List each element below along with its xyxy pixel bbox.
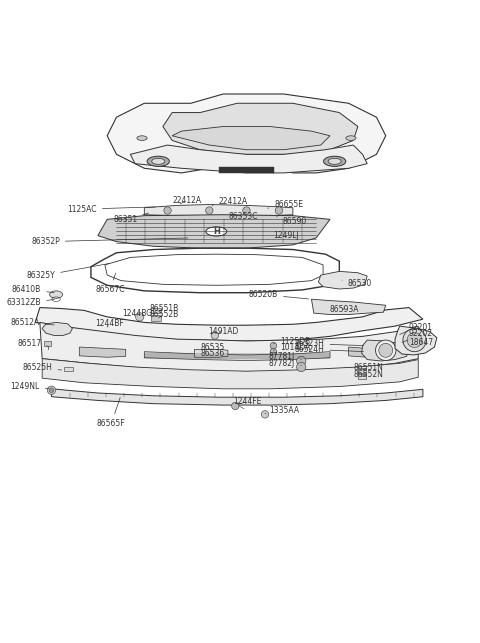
Text: 86524H: 86524H xyxy=(295,345,363,354)
Text: 1335AA: 1335AA xyxy=(265,406,299,415)
Bar xyxy=(151,307,161,313)
Text: 86552N: 86552N xyxy=(353,370,383,379)
Polygon shape xyxy=(172,127,330,150)
Text: 86552B: 86552B xyxy=(150,311,179,320)
Text: 92201: 92201 xyxy=(409,323,433,332)
Text: 86567C: 86567C xyxy=(96,273,125,294)
Text: 18647: 18647 xyxy=(409,338,433,347)
Circle shape xyxy=(261,411,269,418)
Circle shape xyxy=(47,386,56,394)
Circle shape xyxy=(270,342,276,349)
Circle shape xyxy=(205,207,213,214)
Text: 86565F: 86565F xyxy=(97,397,126,428)
Polygon shape xyxy=(348,347,386,358)
Text: 86523H: 86523H xyxy=(295,340,363,349)
Text: 1125AC: 1125AC xyxy=(68,204,156,213)
Text: 22412A: 22412A xyxy=(172,196,201,205)
Text: 86593A: 86593A xyxy=(329,305,359,314)
Text: 86551N: 86551N xyxy=(353,363,383,372)
Polygon shape xyxy=(42,359,418,389)
Ellipse shape xyxy=(346,136,356,140)
Polygon shape xyxy=(98,215,330,248)
Ellipse shape xyxy=(147,156,169,167)
Text: 86351: 86351 xyxy=(113,213,149,224)
Ellipse shape xyxy=(49,291,62,298)
Text: 22412A: 22412A xyxy=(212,197,248,206)
Polygon shape xyxy=(144,352,330,361)
Ellipse shape xyxy=(152,158,165,165)
Polygon shape xyxy=(395,326,437,355)
Polygon shape xyxy=(194,349,228,358)
Text: 1244BF: 1244BF xyxy=(96,320,124,329)
Text: 1244FE: 1244FE xyxy=(233,397,262,406)
Circle shape xyxy=(49,388,54,392)
Text: 1014DA: 1014DA xyxy=(274,343,310,352)
Circle shape xyxy=(135,312,144,321)
Text: 86410B: 86410B xyxy=(12,285,54,294)
Text: 86590: 86590 xyxy=(276,217,307,226)
Circle shape xyxy=(403,329,426,352)
Text: 86352P: 86352P xyxy=(31,237,188,246)
Text: 1249LJ: 1249LJ xyxy=(268,231,299,240)
Polygon shape xyxy=(51,389,423,405)
Bar xyxy=(64,367,73,371)
Text: 1244BG: 1244BG xyxy=(122,309,152,318)
Polygon shape xyxy=(35,307,423,341)
Polygon shape xyxy=(42,322,72,336)
Text: 86520B: 86520B xyxy=(249,290,309,299)
Polygon shape xyxy=(312,299,386,314)
Text: 86551B: 86551B xyxy=(150,304,179,313)
Polygon shape xyxy=(163,104,358,154)
Text: 86536: 86536 xyxy=(200,349,224,358)
Circle shape xyxy=(297,356,306,366)
Polygon shape xyxy=(131,145,367,173)
Circle shape xyxy=(232,403,239,410)
Circle shape xyxy=(379,343,393,358)
Ellipse shape xyxy=(328,158,341,165)
Bar xyxy=(358,368,366,372)
Circle shape xyxy=(164,207,171,214)
Polygon shape xyxy=(318,271,367,289)
Bar xyxy=(358,374,366,379)
Text: 87781J: 87781J xyxy=(269,352,301,361)
Text: 92202: 92202 xyxy=(409,329,433,338)
Bar xyxy=(218,167,274,173)
Text: 86535: 86535 xyxy=(200,343,224,352)
Text: 63312ZB: 63312ZB xyxy=(7,298,54,307)
Text: 86530: 86530 xyxy=(342,279,372,288)
Text: 86512A: 86512A xyxy=(11,318,54,327)
Circle shape xyxy=(243,207,250,214)
Circle shape xyxy=(297,363,306,372)
Circle shape xyxy=(407,332,422,347)
Ellipse shape xyxy=(206,227,227,236)
Polygon shape xyxy=(144,204,293,215)
Circle shape xyxy=(275,207,283,214)
Ellipse shape xyxy=(137,136,147,140)
Text: 87782J: 87782J xyxy=(269,359,301,368)
Bar xyxy=(151,315,161,321)
Text: 1249NL: 1249NL xyxy=(11,382,48,391)
Polygon shape xyxy=(40,322,418,372)
Text: H: H xyxy=(213,227,220,236)
Circle shape xyxy=(270,349,276,355)
Circle shape xyxy=(375,340,396,361)
Text: 86517: 86517 xyxy=(17,340,48,349)
Polygon shape xyxy=(107,94,386,173)
Polygon shape xyxy=(361,340,409,361)
Text: 86525H: 86525H xyxy=(23,363,62,372)
Ellipse shape xyxy=(324,156,346,167)
Circle shape xyxy=(211,332,218,339)
Polygon shape xyxy=(79,347,126,358)
Bar xyxy=(45,341,51,346)
Text: 86353C: 86353C xyxy=(229,212,258,221)
Text: 86655E: 86655E xyxy=(268,200,303,209)
Text: 86325Y: 86325Y xyxy=(26,264,109,280)
Text: 1125DB: 1125DB xyxy=(274,336,310,345)
Text: 1491AD: 1491AD xyxy=(208,327,239,336)
